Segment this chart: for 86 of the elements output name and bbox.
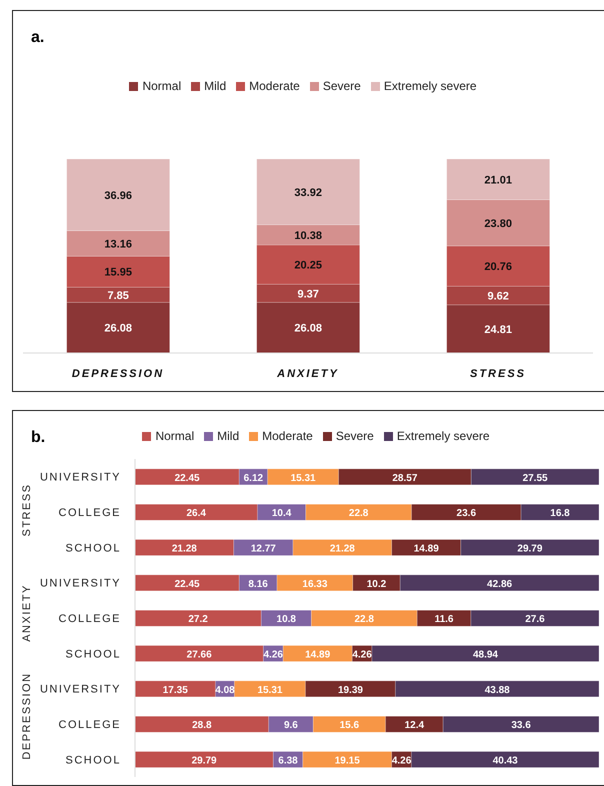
data-label: 43.88 — [484, 684, 510, 696]
data-label: 19.15 — [334, 756, 360, 767]
data-label: 7.85 — [107, 290, 129, 302]
data-label: 22.45 — [174, 472, 200, 484]
data-label: 9.62 — [487, 290, 509, 303]
data-label: 9.6 — [284, 720, 298, 732]
data-label: 15.95 — [104, 266, 132, 279]
data-label: 15.31 — [290, 472, 316, 484]
data-label: 29.79 — [192, 756, 218, 767]
data-label: 12.4 — [404, 720, 424, 732]
data-label: 11.6 — [434, 614, 454, 626]
chart-title: a. — [31, 29, 44, 47]
data-label: 22.8 — [348, 508, 369, 520]
data-label: 4.26 — [352, 650, 372, 661]
data-label: 42.86 — [487, 578, 513, 590]
data-label: 26.08 — [294, 322, 322, 335]
text: STRESS — [21, 484, 33, 537]
data-label: 14.89 — [414, 544, 440, 555]
data-label: 4.26 — [263, 650, 284, 661]
y-tick-label: SCHOOL — [66, 648, 121, 660]
y-tick-label: UNIVERSITY — [40, 472, 121, 484]
data-label: 21.01 — [484, 174, 512, 186]
data-label: 28.8 — [192, 720, 212, 732]
data-label: 22.45 — [174, 578, 200, 590]
data-label: 36.96 — [104, 190, 132, 202]
text: ANXIETY — [21, 584, 33, 642]
y-tick-label: COLLEGE — [58, 719, 121, 731]
y-tick-label: COLLEGE — [58, 507, 121, 519]
y-tick-label: UNIVERSITY — [40, 684, 121, 696]
y-tick-label: SCHOOL — [66, 542, 121, 554]
data-label: 14.89 — [305, 650, 331, 661]
data-label: 10.4 — [272, 508, 292, 520]
legend-label: Extremely severe — [384, 79, 477, 93]
data-label: 21.28 — [330, 544, 356, 555]
data-label: 22.8 — [354, 614, 374, 626]
data-label: 10.38 — [294, 230, 322, 242]
data-label: 9.37 — [297, 288, 319, 300]
data-label: 27.2 — [188, 614, 208, 626]
data-label: 40.43 — [492, 756, 518, 767]
data-label: 10.8 — [276, 614, 296, 626]
data-label: 27.6 — [525, 614, 546, 626]
legend-label: Extremely severe — [396, 429, 490, 443]
data-label: 33.92 — [294, 186, 322, 199]
data-label: 27.55 — [522, 472, 548, 484]
y-tick-label: SCHOOL — [66, 754, 121, 766]
data-label: 23.6 — [456, 508, 476, 520]
legend-label: Severe — [322, 79, 361, 93]
data-label: 8.16 — [248, 578, 268, 590]
legend-label: Moderate — [262, 429, 313, 443]
x-tick-label: STRESS — [470, 368, 526, 380]
data-label: 33.6 — [511, 720, 532, 732]
data-label: 12.77 — [250, 544, 276, 555]
data-label: 21.28 — [172, 544, 198, 555]
x-tick-label: ANXIETY — [276, 368, 339, 380]
legend-label: Mild — [217, 429, 240, 443]
data-label: 10.2 — [366, 578, 387, 590]
data-label: 48.94 — [472, 650, 498, 661]
legend-label: Normal — [142, 79, 182, 93]
data-label: 16.8 — [550, 508, 570, 520]
data-label: 27.66 — [186, 650, 212, 661]
legend-label: Mild — [204, 79, 226, 93]
data-label: 6.12 — [244, 472, 264, 484]
data-label: 24.81 — [484, 324, 512, 336]
data-label: 16.33 — [302, 578, 328, 590]
data-label: 29.79 — [517, 544, 543, 555]
data-label: 6.38 — [278, 756, 298, 767]
data-label: 15.6 — [340, 720, 360, 732]
data-label: 26.08 — [104, 322, 132, 335]
data-label: 20.25 — [294, 260, 322, 272]
data-label: 4.26 — [392, 756, 412, 767]
text: DEPRESSION — [21, 672, 33, 760]
data-label: 23.80 — [484, 218, 512, 230]
x-tick-label: DEPRESSION — [72, 368, 164, 380]
data-label: 17.35 — [162, 684, 188, 696]
legend-label: Severe — [336, 429, 374, 443]
y-tick-label: COLLEGE — [58, 613, 121, 625]
data-label: 20.76 — [484, 261, 512, 274]
legend-label: Moderate — [249, 79, 300, 93]
data-label: 19.39 — [338, 684, 364, 696]
data-label: 13.16 — [104, 238, 132, 250]
chart-title: b. — [31, 429, 46, 447]
data-label: 15.31 — [257, 684, 283, 696]
legend-label: Normal — [155, 429, 194, 443]
data-label: 26.4 — [186, 508, 206, 520]
y-tick-label: UNIVERSITY — [40, 578, 121, 590]
data-label: 28.57 — [392, 472, 418, 484]
